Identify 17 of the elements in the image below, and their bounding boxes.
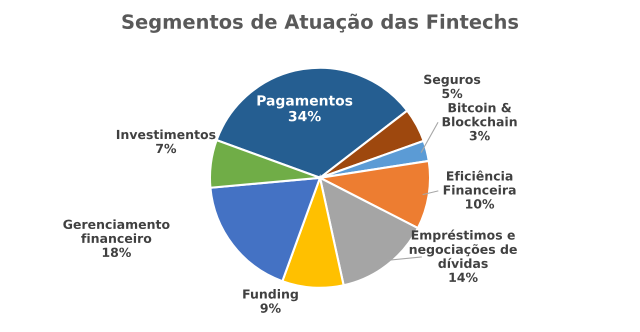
data-label: 14% (450, 272, 478, 282)
data-label: 3% (470, 130, 490, 140)
slice-label: Seguros (424, 74, 480, 87)
data-label: 34% (288, 110, 321, 122)
data-label: 5% (442, 88, 462, 98)
data-label: 7% (156, 144, 176, 154)
slice-label: Funding (243, 289, 298, 302)
slice-label: Eficiência Financeira (444, 170, 516, 195)
slice-label: Empréstimos e negociações de dívidas (410, 230, 517, 268)
data-label: 10% (466, 199, 494, 209)
slice-label: Gerenciamento financeiro (63, 219, 170, 244)
slice-label: Bitcoin & Blockchain (442, 102, 517, 126)
chart-title: Segmentos de Atuação das Fintechs (122, 14, 518, 33)
data-label: 9% (260, 303, 281, 313)
data-label: 18% (102, 248, 131, 258)
slice-label: Investimentos (116, 130, 216, 140)
slice-label: Pagamentos (258, 95, 352, 108)
